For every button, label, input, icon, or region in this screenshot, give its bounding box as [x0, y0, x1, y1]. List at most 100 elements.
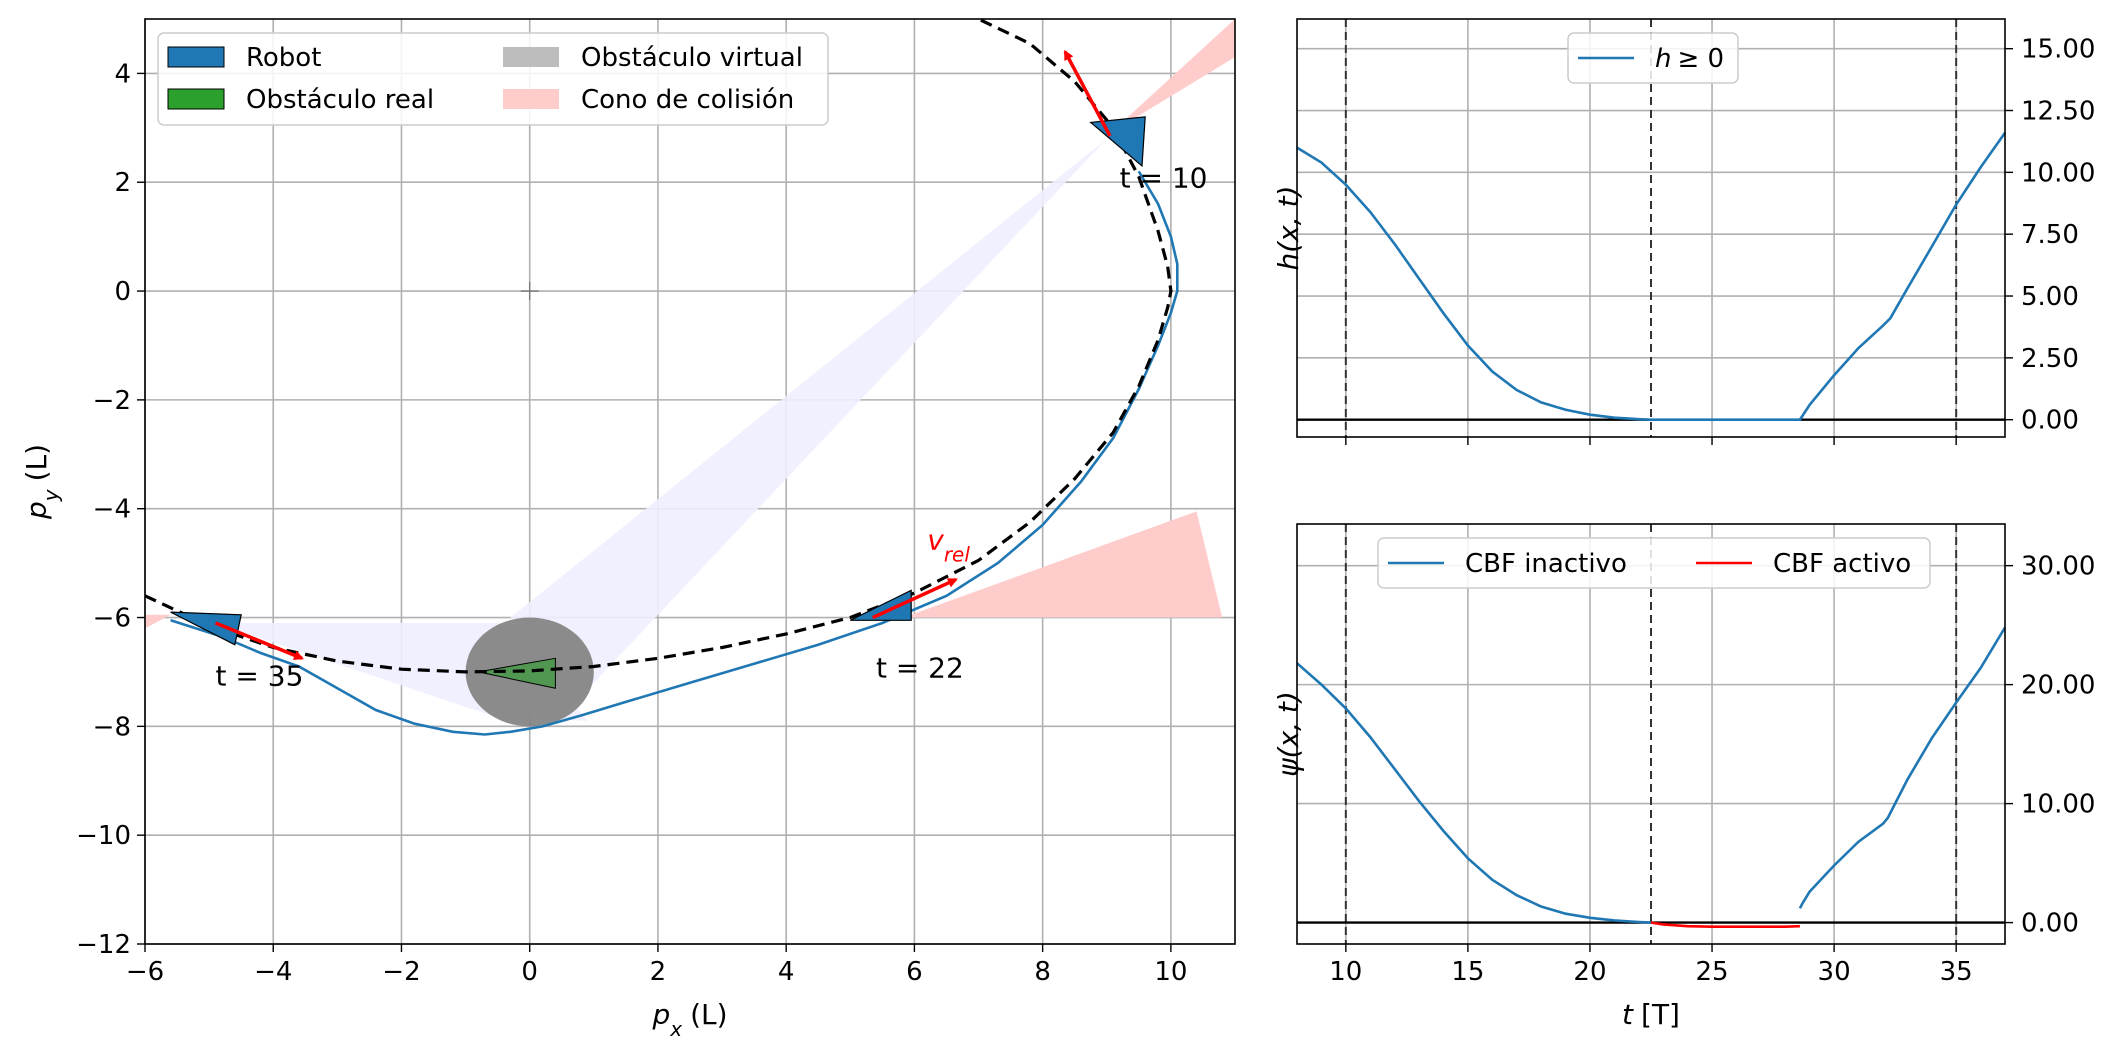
y-tick-label: 0: [114, 277, 131, 307]
h-legend: h ≥ 0: [1567, 32, 1739, 84]
x-tick-label: 4: [778, 957, 795, 987]
y-tick-label: 30.00: [2021, 552, 2095, 582]
legend-label-robot: Robot: [246, 43, 321, 73]
vrel-annotation: vrel: [927, 524, 970, 567]
y-tick-label: 0.00: [2021, 909, 2079, 939]
legend-swatch-collision-cone: [503, 89, 559, 109]
legend-swatch-real-obstacle: [167, 88, 225, 110]
x-tick-label: 8: [1034, 957, 1051, 987]
h-y-label: h(x, t): [1272, 186, 1305, 271]
psi-axes-frame: [1296, 523, 2006, 945]
y-tick-label: 10.00: [2021, 790, 2095, 820]
h-legend-box: [1567, 32, 1739, 84]
trajectory-axes-frame: [144, 18, 1236, 945]
trajectory-x-label: px (L): [651, 998, 727, 1041]
vrel-annotation-sub: rel: [944, 543, 971, 567]
y-tick-label: 2: [114, 168, 131, 198]
legend-label-collision-cone: Cono de colisión: [581, 85, 794, 115]
trajectory-plot: t = 10 t = 22 t = 35 −6 −4 −2 0 2 4 6 8 10 −12 −10 −8…: [20, 17, 1236, 1041]
y-tick-label: 5.00: [2021, 282, 2079, 312]
series-line: [1296, 132, 2007, 421]
vrel-annotation-main: v: [927, 524, 944, 557]
psi-x-label: t [T]: [1622, 998, 1680, 1031]
y-tick-label: 20.00: [2021, 671, 2095, 701]
y-tick-label: −4: [93, 495, 131, 525]
robot-marker: [170, 611, 242, 646]
x-tick-label: 0: [521, 957, 538, 987]
series-line: [1650, 921, 1800, 928]
y-tick-label: 2.50: [2021, 344, 2079, 374]
collision-cone: [145, 614, 171, 629]
x-tick-label: 25: [1695, 957, 1728, 987]
legend-label-virtual-obstacle: Obstáculo virtual: [581, 43, 803, 73]
legend-box: [157, 32, 829, 126]
psi-x-label-main: t: [1622, 998, 1634, 1031]
series-line: [1798, 626, 2007, 909]
robot-trajectory-line: [170, 170, 1179, 736]
y-tick-label: −10: [76, 821, 131, 851]
trajectory-lines: [144, 17, 1179, 736]
robot-markers: t = 10 t = 22 t = 35: [170, 49, 1208, 693]
x-tick-label: 10: [1154, 957, 1187, 987]
h-axes-frame: [1296, 18, 2006, 438]
psi-y-label: ψ(x, t): [1272, 691, 1305, 777]
h-legend-label: h ≥ 0: [1655, 44, 1724, 74]
trajectory-legend: Robot Obstáculo virtual Obstáculo real C…: [157, 32, 829, 126]
psi-legend: CBF inactivo CBF activo: [1377, 537, 1931, 589]
x-label-main: p: [651, 998, 670, 1031]
robot-time-label: t = 22: [876, 651, 964, 684]
y-tick-label: −2: [93, 386, 131, 416]
y-label-sub: y: [39, 488, 63, 502]
h-ticks: 0.00 2.50 5.00 7.50 10.00 12.50 15.00: [1345, 35, 2095, 445]
velocity-arrow: [1063, 49, 1112, 137]
x-label-sub: x: [669, 1017, 682, 1041]
velocity-arrow: [214, 621, 304, 660]
robot-time-label: t = 10: [1120, 162, 1208, 195]
x-tick-label: 35: [1940, 957, 1973, 987]
y-tick-label: 15.00: [2021, 35, 2095, 65]
robot-marker: [1089, 116, 1146, 168]
legend-label-real-obstacle: Obstáculo real: [246, 85, 434, 115]
series-line: [1296, 662, 1652, 924]
x-tick-label: 15: [1451, 957, 1484, 987]
x-tick-label: 2: [650, 957, 667, 987]
x-tick-label: −2: [382, 957, 420, 987]
y-tick-label: −6: [93, 604, 131, 634]
trajectory-y-label: py (L): [20, 444, 63, 520]
psi-legend-box: [1377, 537, 1931, 589]
psi-ticks: 10 15 20 25 30 35 0.00 10.00 20.00 30.00: [1329, 552, 2095, 987]
y-tick-label: 0.00: [2021, 406, 2079, 436]
collision-cone: [911, 511, 1223, 618]
real-obstacle: [478, 657, 556, 689]
y-tick-label: 4: [114, 59, 131, 89]
robot-time-label: t = 35: [216, 660, 304, 693]
trajectory-ticks: −6 −4 −2 0 2 4 6 8 10 −12 −10 −8 −6 −4 −2 0 2 4: [76, 59, 1187, 987]
y-label-unit: (L): [20, 444, 53, 481]
x-tick-label: 20: [1573, 957, 1606, 987]
origin-marker: [520, 282, 539, 301]
y-label-main: p: [20, 501, 53, 520]
reference-path-line: [144, 17, 1173, 674]
psi-legend-label-inactive: CBF inactivo: [1465, 549, 1627, 579]
x-label-unit: (L): [690, 998, 727, 1031]
x-tick-label: −6: [126, 957, 164, 987]
collision-cones: [145, 19, 1235, 727]
x-tick-label: 30: [1818, 957, 1851, 987]
x-tick-label: 10: [1329, 957, 1362, 987]
velocity-arrow: [872, 577, 958, 620]
x-tick-label: 6: [906, 957, 923, 987]
h-lines: [1296, 19, 2007, 437]
legend-swatch-virtual-obstacle: [503, 47, 559, 67]
psi-lines: [1296, 524, 2007, 944]
collision-cone: [510, 138, 1107, 710]
collision-cone: [1110, 19, 1235, 134]
psi-legend-label-active: CBF activo: [1773, 549, 1911, 579]
y-tick-label: 7.50: [2021, 220, 2079, 250]
y-tick-label: −12: [76, 930, 131, 960]
y-tick-label: −8: [93, 712, 131, 742]
robot-marker: [850, 589, 912, 621]
psi-x-label-unit: [T]: [1641, 998, 1680, 1031]
